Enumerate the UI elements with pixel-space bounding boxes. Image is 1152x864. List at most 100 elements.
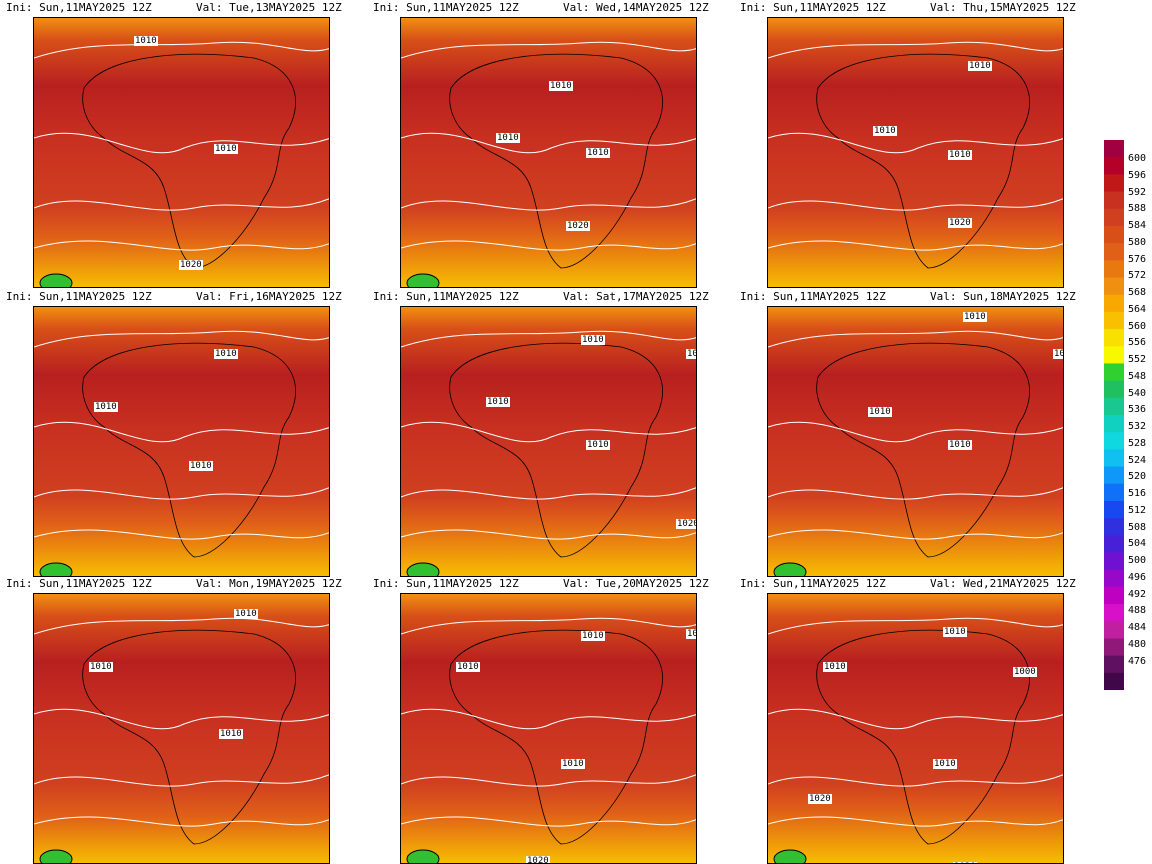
panel-header: Ini: Sun,11MAY2025 12Z Val: Mon,19MAY202… <box>0 576 345 592</box>
isobar-label: 1010 <box>89 662 113 672</box>
isobar-label: 1010 <box>586 440 610 450</box>
map-panel: Ini: Sun,11MAY2025 12Z Val: Wed,21MAY202… <box>734 576 1079 864</box>
valid-time-label: Val: Wed,21MAY2025 12Z <box>930 577 1076 590</box>
colorbar-segment <box>1104 329 1124 347</box>
panel-header: Ini: Sun,11MAY2025 12Z Val: Wed,21MAY202… <box>734 576 1079 592</box>
colorbar-segment <box>1104 432 1124 450</box>
isobar-label: 1010 <box>823 662 847 672</box>
init-time-label: Ini: Sun,11MAY2025 12Z <box>373 577 519 590</box>
colorbar-segment <box>1104 449 1124 468</box>
panel-header: Ini: Sun,11MAY2025 12Z Val: Tue,20MAY202… <box>367 576 712 592</box>
init-time-label: Ini: Sun,11MAY2025 12Z <box>373 1 519 14</box>
panel-header: Ini: Sun,11MAY2025 12Z Val: Tue,13MAY202… <box>0 0 345 16</box>
isobar-label: 1010 <box>561 759 585 769</box>
isobar-label: 1000 <box>1053 349 1063 359</box>
colorbar-tick-label: 480 <box>1128 638 1147 650</box>
isobar-label: 1010 <box>486 397 510 407</box>
colorbar-segment <box>1104 604 1124 622</box>
valid-time-label: Val: Wed,14MAY2025 12Z <box>563 1 709 14</box>
isobar-label: 1020 <box>953 862 977 863</box>
colorbar-tick-label: 588 <box>1128 203 1147 215</box>
isobar-label: 1020 <box>676 519 696 529</box>
colorbar-segment <box>1104 346 1124 364</box>
colorbar-tick-label: 560 <box>1128 320 1147 332</box>
geopotential-map: 1010 1010 1010 1020 <box>400 17 697 288</box>
map-field <box>768 18 1063 287</box>
map-panel: Ini: Sun,11MAY2025 12Z Val: Thu,15MAY202… <box>734 0 1079 288</box>
isobar-label: 1020 <box>526 856 550 864</box>
colorbar-tick-label: 516 <box>1128 488 1147 499</box>
colorbar-segment <box>1104 500 1124 519</box>
valid-time-label: Val: Fri,16MAY2025 12Z <box>196 290 342 303</box>
colorbar-segment <box>1104 363 1124 382</box>
map-panel: Ini: Sun,11MAY2025 12Z Val: Tue,20MAY202… <box>367 576 712 864</box>
panel-header: Ini: Sun,11MAY2025 12Z Val: Thu,15MAY202… <box>734 0 1079 16</box>
isobar-label: 1010 <box>581 631 605 641</box>
map-panel: Ini: Sun,11MAY2025 12Z Val: Sat,17MAY202… <box>367 289 712 577</box>
valid-time-label: Val: Tue,13MAY2025 12Z <box>196 1 342 14</box>
colorbar-tick-label: 504 <box>1128 538 1147 550</box>
isobar-label: 1010 <box>868 407 892 417</box>
colorbar-segment <box>1104 586 1124 605</box>
colorbar-tick-label: 476 <box>1128 655 1147 667</box>
map-panel: Ini: Sun,11MAY2025 12Z Val: Fri,16MAY202… <box>0 289 345 577</box>
colorbar-tick-label: 512 <box>1128 504 1147 516</box>
panel-header: Ini: Sun,11MAY2025 12Z Val: Fri,16MAY202… <box>0 289 345 305</box>
map-field <box>34 18 329 287</box>
map-field <box>34 307 329 576</box>
colorbar-tick-label: 552 <box>1128 354 1147 365</box>
init-time-label: Ini: Sun,11MAY2025 12Z <box>740 577 886 590</box>
colorbar-tick-label: 576 <box>1128 253 1147 265</box>
isobar-label: 1010 <box>948 440 972 450</box>
colorbar-segment <box>1104 380 1124 399</box>
isobar-label: 1020 <box>948 218 972 228</box>
map-field <box>34 594 329 863</box>
colorbar-segment <box>1104 638 1124 657</box>
map-field <box>768 594 1063 863</box>
isobar-label: 1010 <box>214 144 238 154</box>
colorbar-segment <box>1104 157 1124 175</box>
colorbar-tick-label: 572 <box>1128 270 1147 282</box>
isobar-label: 1010 <box>686 629 696 639</box>
geopotential-map: 1010 1010 1010 1020 <box>767 17 1064 288</box>
panel-header: Ini: Sun,11MAY2025 12Z Val: Sat,17MAY202… <box>367 289 712 305</box>
isobar-label: 1010 <box>219 729 243 739</box>
colorbar-tick-label: 532 <box>1128 421 1147 432</box>
isobar-label: 1010 <box>581 335 605 345</box>
colorbar-tick-label: 596 <box>1128 169 1147 181</box>
geopotential-map: 1010 1010 1020 <box>33 17 330 288</box>
map-field <box>401 307 696 576</box>
isobar-label: 1010 <box>214 349 238 359</box>
colorbar-tick-label: 580 <box>1128 236 1147 248</box>
panel-header: Ini: Sun,11MAY2025 12Z Val: Sun,18MAY202… <box>734 289 1079 305</box>
colorbar-segment <box>1104 174 1124 193</box>
map-field <box>768 307 1063 576</box>
init-time-label: Ini: Sun,11MAY2025 12Z <box>740 1 886 14</box>
colorbar-tick-label: 564 <box>1128 303 1147 315</box>
geopotential-map: 1010 1010 1010 <box>33 306 330 577</box>
colorbar-tick-label: 500 <box>1128 555 1147 566</box>
isobar-label: 1010 <box>968 61 992 71</box>
colorbar-segment <box>1104 243 1124 261</box>
colorbar-segment <box>1104 552 1124 571</box>
isobar-label: 1010 <box>234 609 258 619</box>
isobar-label: 1010 <box>496 133 520 143</box>
isobar-label: 1010 <box>94 402 118 412</box>
geopotential-map: 1010 1010 1010 1010 1020 <box>400 593 697 864</box>
init-time-label: Ini: Sun,11MAY2025 12Z <box>740 290 886 303</box>
colorbar-tick-label: 524 <box>1128 454 1147 466</box>
colorbar-segment <box>1104 483 1124 502</box>
colorbar-segment <box>1104 621 1124 639</box>
colorbar-tick-label: 592 <box>1128 186 1147 198</box>
colorbar-tick-label: 528 <box>1128 437 1147 449</box>
colorbar-segment <box>1104 208 1124 227</box>
geopotential-map: 1010 1010 1010 <box>33 593 330 864</box>
colorbar-tick-label: 508 <box>1128 521 1147 533</box>
colorbar-strip <box>1104 140 1124 690</box>
isobar-label: 1010 <box>586 148 610 158</box>
colorbar-tick-label: 484 <box>1128 622 1147 633</box>
map-panel: Ini: Sun,11MAY2025 12Z Val: Wed,14MAY202… <box>367 0 712 288</box>
isobar-label: 1000 <box>1013 667 1037 677</box>
colorbar-tick-label: 540 <box>1128 387 1147 399</box>
geopotential-map: 1010 1010 1000 1010 1020 1020 <box>767 593 1064 864</box>
